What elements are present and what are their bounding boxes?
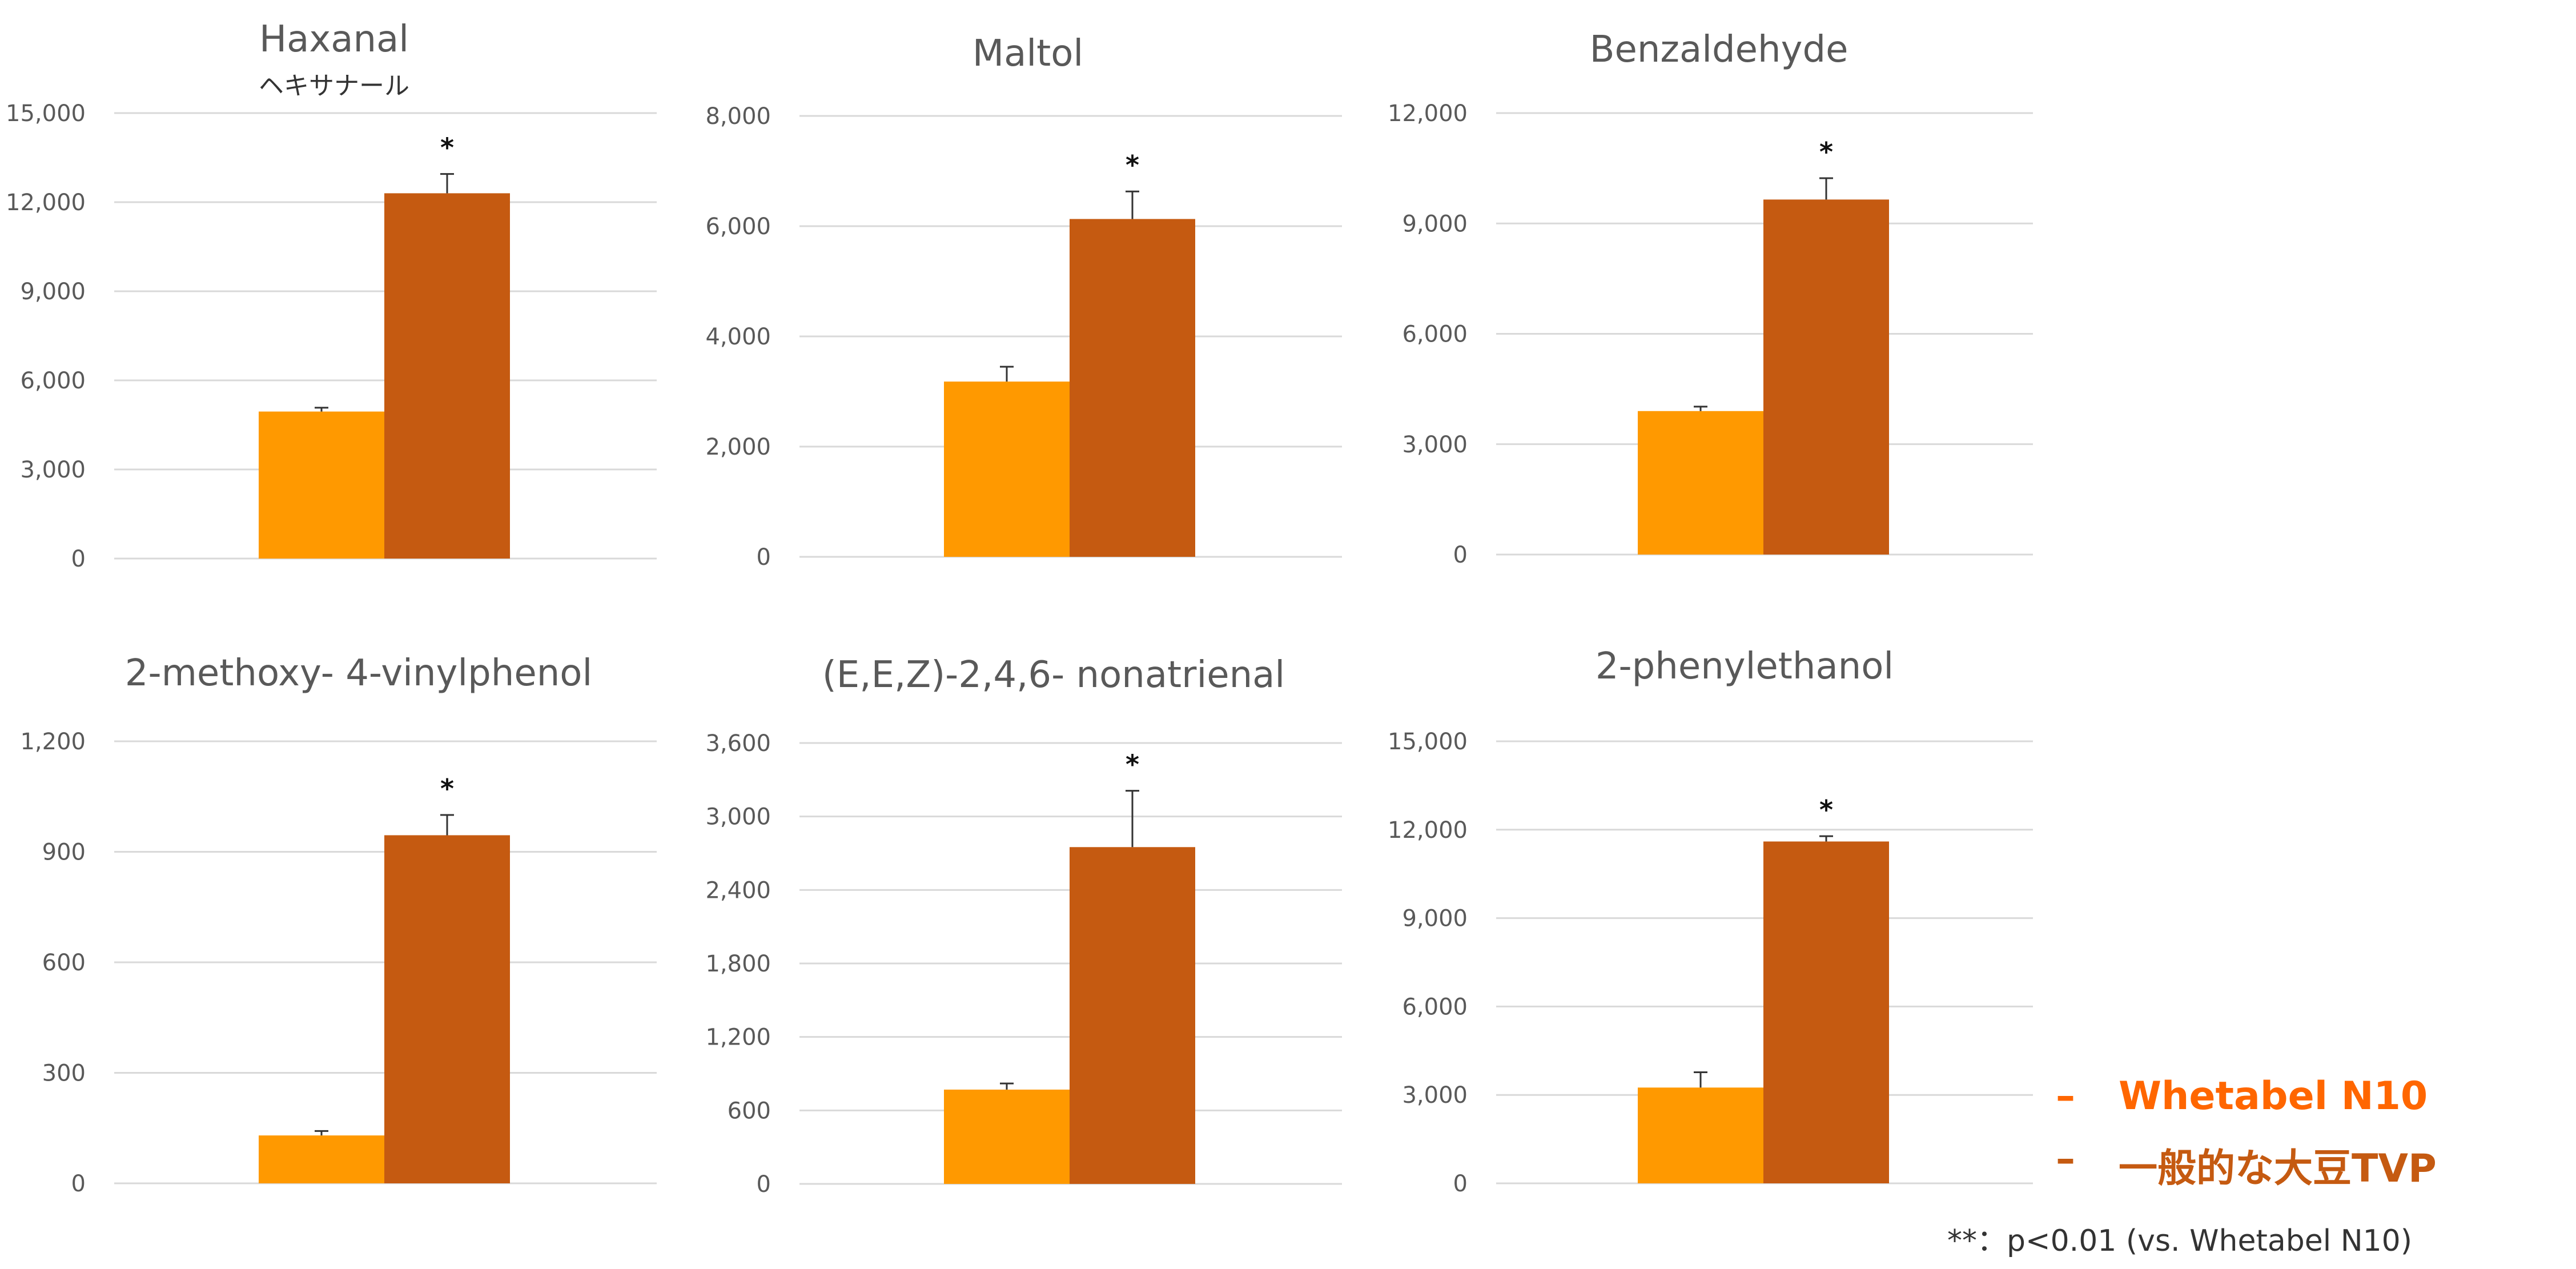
y-tick-label: 0: [757, 544, 771, 571]
bar: [384, 835, 510, 1183]
chart-title: 2-methoxy- 4-vinylphenol: [125, 652, 592, 694]
y-tick-label: 3,000: [705, 804, 771, 830]
legend: – Whetabel N10 – 一般的な大豆TVP: [2056, 1074, 2570, 1199]
y-tick-label: 1,200: [705, 1025, 771, 1051]
bar: [1070, 847, 1195, 1184]
chart-panel: 0 3,000 6,000 9,000 12,000 Benzaldehyde *: [1388, 29, 2033, 568]
legend-label: Whetabel N10: [2119, 1074, 2428, 1119]
y-tick-label: 2,000: [705, 434, 771, 460]
significance-marker: *: [1126, 150, 1139, 180]
significance-note: **：p<0.01 (vs. Whetabel N10): [1947, 1224, 2413, 1258]
significance-marker: *: [1126, 749, 1139, 780]
y-tick-label: 15,000: [1388, 729, 1468, 755]
chart-subtitle: ヘキサナール: [259, 71, 409, 101]
y-tick-label: 6,000: [705, 214, 771, 240]
y-tick-label: 900: [42, 840, 86, 866]
y-tick-label: 1,200: [20, 729, 86, 755]
bar: [1763, 199, 1889, 555]
bar: [259, 1135, 384, 1183]
y-tick-label: 6,000: [1402, 322, 1468, 348]
chart-panel: 0 3,000 6,000 9,000 12,000 15,000 Haxanal ヘキサナー…: [6, 18, 657, 572]
bar: [1763, 841, 1889, 1183]
bar: [1638, 411, 1763, 555]
y-tick-label: 300: [42, 1061, 86, 1087]
chart-panel: 0 3,000 6,000 9,000 12,000 15,000 2-phenyletha…: [1388, 645, 2033, 1197]
y-tick-label: 6,000: [20, 368, 86, 394]
y-tick-label: 600: [728, 1098, 771, 1124]
legend-dash: –: [2056, 1074, 2075, 1119]
bar: [259, 411, 384, 559]
y-tick-label: 15,000: [6, 101, 86, 127]
y-tick-label: 12,000: [1388, 101, 1468, 127]
y-tick-label: 3,000: [20, 457, 86, 483]
y-tick-label: 9,000: [1402, 906, 1468, 932]
y-tick-label: 0: [1453, 542, 1468, 568]
chart-panel: 0 2,000 4,000 6,000 8,000 Maltol *: [705, 33, 1342, 571]
legend-item-whetabel: – Whetabel N10: [2056, 1074, 2570, 1137]
y-tick-label: 0: [1453, 1171, 1468, 1197]
legend-label: 一般的な大豆TVP: [2119, 1146, 2437, 1191]
y-tick-label: 9,000: [20, 279, 86, 305]
y-tick-label: 1,800: [705, 951, 771, 977]
y-tick-label: 600: [42, 950, 86, 976]
y-tick-label: 12,000: [6, 190, 86, 216]
legend-item-soy-tvp: – 一般的な大豆TVP: [2056, 1137, 2570, 1199]
y-tick-label: 0: [757, 1171, 771, 1198]
y-tick-label: 12,000: [1388, 817, 1468, 844]
chart-panel: 0 300 600 900 1,200 2-methoxy- 4-vinylphenol *: [20, 652, 657, 1197]
y-tick-label: 6,000: [1402, 994, 1468, 1020]
y-tick-label: 3,000: [1402, 432, 1468, 458]
y-tick-label: 2,400: [705, 877, 771, 903]
bar: [384, 193, 510, 559]
significance-marker: *: [1819, 794, 1833, 825]
y-tick-label: 4,000: [705, 324, 771, 350]
y-tick-label: 3,000: [1402, 1082, 1468, 1109]
y-tick-label: 0: [71, 546, 86, 572]
y-tick-label: 9,000: [1402, 211, 1468, 237]
chart-title: (E,E,Z)-2,4,6- nonatrienal: [822, 654, 1285, 696]
chart-title: Maltol: [972, 33, 1083, 75]
significance-marker: *: [1819, 136, 1833, 167]
bar: [1638, 1087, 1763, 1183]
significance-marker: *: [440, 773, 454, 804]
legend-dash: –: [2056, 1137, 2075, 1182]
bar: [1070, 219, 1195, 557]
chart-title: Haxanal: [259, 18, 409, 61]
y-tick-label: 8,000: [705, 103, 771, 130]
y-tick-label: 3,600: [705, 730, 771, 757]
bar: [944, 1089, 1070, 1184]
chart-title: 2-phenylethanol: [1596, 645, 1894, 688]
bar: [944, 381, 1070, 557]
chart-panel: 0 600 1,200 1,800 2,400 3,000 3,600 (E,E,Z)-2,4…: [705, 654, 1342, 1198]
significance-marker: *: [440, 132, 454, 163]
chart-title: Benzaldehyde: [1590, 29, 1848, 71]
y-tick-label: 0: [71, 1171, 86, 1197]
